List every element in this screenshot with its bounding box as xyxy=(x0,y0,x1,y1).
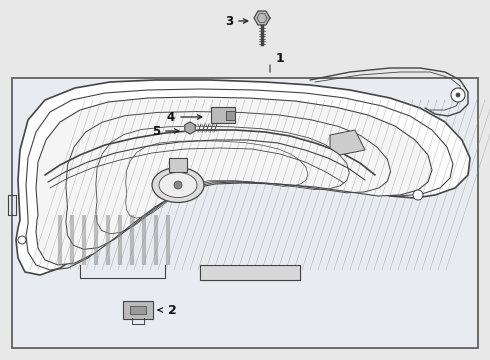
Bar xyxy=(12,78,478,348)
Text: 5: 5 xyxy=(152,125,160,138)
Text: 1: 1 xyxy=(276,51,285,64)
FancyBboxPatch shape xyxy=(130,306,146,314)
Ellipse shape xyxy=(159,172,197,198)
Polygon shape xyxy=(16,80,470,275)
Circle shape xyxy=(456,93,460,97)
Polygon shape xyxy=(330,130,365,155)
Polygon shape xyxy=(36,97,432,265)
Circle shape xyxy=(413,190,423,200)
Text: 4: 4 xyxy=(167,111,175,123)
FancyBboxPatch shape xyxy=(169,158,187,172)
Circle shape xyxy=(174,181,182,189)
Circle shape xyxy=(18,236,26,244)
Polygon shape xyxy=(254,11,270,25)
Ellipse shape xyxy=(152,167,204,202)
Circle shape xyxy=(451,88,465,102)
FancyBboxPatch shape xyxy=(211,107,235,123)
Polygon shape xyxy=(185,122,195,134)
Text: 3: 3 xyxy=(225,14,233,27)
FancyBboxPatch shape xyxy=(123,301,153,319)
Text: 2: 2 xyxy=(168,303,177,316)
FancyBboxPatch shape xyxy=(200,265,300,280)
FancyBboxPatch shape xyxy=(225,111,235,120)
